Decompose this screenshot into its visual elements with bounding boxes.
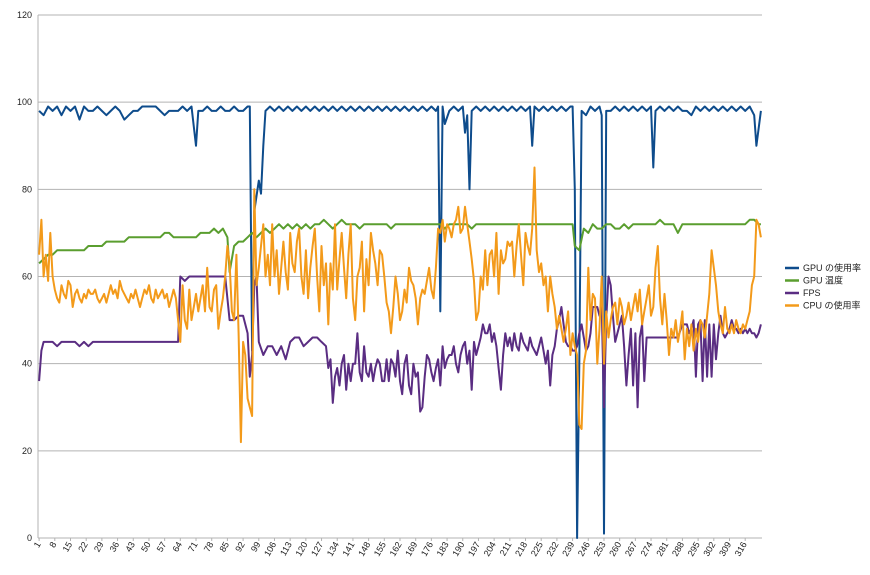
y-tick-label: 20 [22,446,32,456]
x-tick-label: 120 [293,540,309,558]
x-tick-label: 92 [233,540,247,554]
x-tick-label: 134 [325,540,341,558]
x-tick-label: 267 [623,540,639,558]
x-tick-label: 29 [92,540,106,554]
x-tick-label: 176 [419,540,435,558]
y-tick-label: 0 [27,533,32,543]
legend: GPU の使用率 GPU 温度 FPS CPU の使用率 [785,262,861,311]
x-tick-label: 295 [686,540,702,558]
x-tick-label: 15 [61,540,75,554]
x-tick-label: 22 [76,540,90,554]
y-tick-label: 120 [17,10,32,20]
x-tick-label: 316 [733,540,749,558]
x-tick-label: 260 [607,540,623,558]
y-tick-label: 100 [17,97,32,107]
x-tick-label: 190 [450,540,466,558]
x-tick-label: 232 [544,540,560,558]
y-tick-label: 80 [22,184,32,194]
y-axis-ticks: 0 20 40 60 80 100 120 [17,10,32,543]
x-tick-label: 36 [108,540,122,554]
series-lines [38,105,762,539]
x-axis-ticks: 1 8 15 22 29 36 43 50 57 64 71 78 85 92 99 106 113 120 127… [32,538,749,558]
x-tick-label: 50 [139,540,153,554]
x-tick-label: 8 [47,540,58,549]
x-tick-label: 274 [639,540,655,558]
x-tick-label: 71 [186,540,200,554]
x-tick-label: 162 [388,540,404,558]
series-line-2 [38,275,762,413]
legend-label-2: FPS [803,288,821,298]
y-tick-label: 40 [22,359,32,369]
x-tick-label: 302 [701,540,717,558]
x-tick-label: 169 [403,540,419,558]
gridlines [38,14,762,539]
x-tick-label: 211 [498,540,514,557]
legend-label-0: GPU の使用率 [803,262,861,273]
series-line-3 [38,166,762,444]
x-tick-label: 288 [670,540,686,558]
x-tick-label: 239 [560,540,576,558]
x-tick-label: 204 [482,540,498,558]
legend-label-3: CPU の使用率 [803,300,861,311]
x-tick-label: 183 [435,540,451,558]
x-tick-label: 225 [529,540,545,558]
x-tick-label: 99 [249,540,263,554]
y-tick-label: 60 [22,272,32,282]
x-tick-label: 253 [592,540,608,558]
x-tick-label: 127 [309,540,325,558]
x-tick-label: 197 [466,540,482,558]
series-line-1 [38,218,761,274]
x-tick-label: 141 [340,540,356,558]
x-tick-label: 309 [717,540,733,558]
x-tick-label: 64 [170,540,184,554]
x-tick-label: 281 [654,540,670,558]
x-tick-label: 85 [217,540,231,554]
x-tick-label: 218 [513,540,529,558]
x-tick-label: 106 [262,540,278,558]
x-tick-label: 57 [155,540,169,554]
legend-label-1: GPU 温度 [803,275,843,286]
x-tick-label: 155 [372,540,388,558]
x-tick-label: 246 [576,540,592,558]
series-line-0 [38,105,762,539]
x-tick-label: 1 [32,540,43,549]
x-tick-label: 113 [278,540,294,557]
x-tick-label: 148 [356,540,372,558]
x-tick-label: 78 [202,540,216,554]
x-tick-label: 43 [123,540,137,554]
